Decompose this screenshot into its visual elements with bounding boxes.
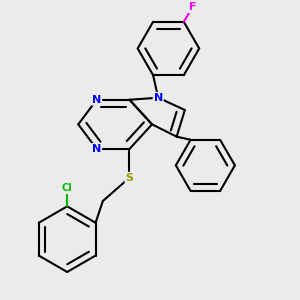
Text: N: N	[154, 93, 163, 103]
Text: F: F	[188, 2, 196, 12]
Text: Cl: Cl	[62, 183, 73, 193]
Text: N: N	[92, 144, 101, 154]
Text: N: N	[92, 95, 101, 105]
Text: S: S	[125, 173, 134, 183]
